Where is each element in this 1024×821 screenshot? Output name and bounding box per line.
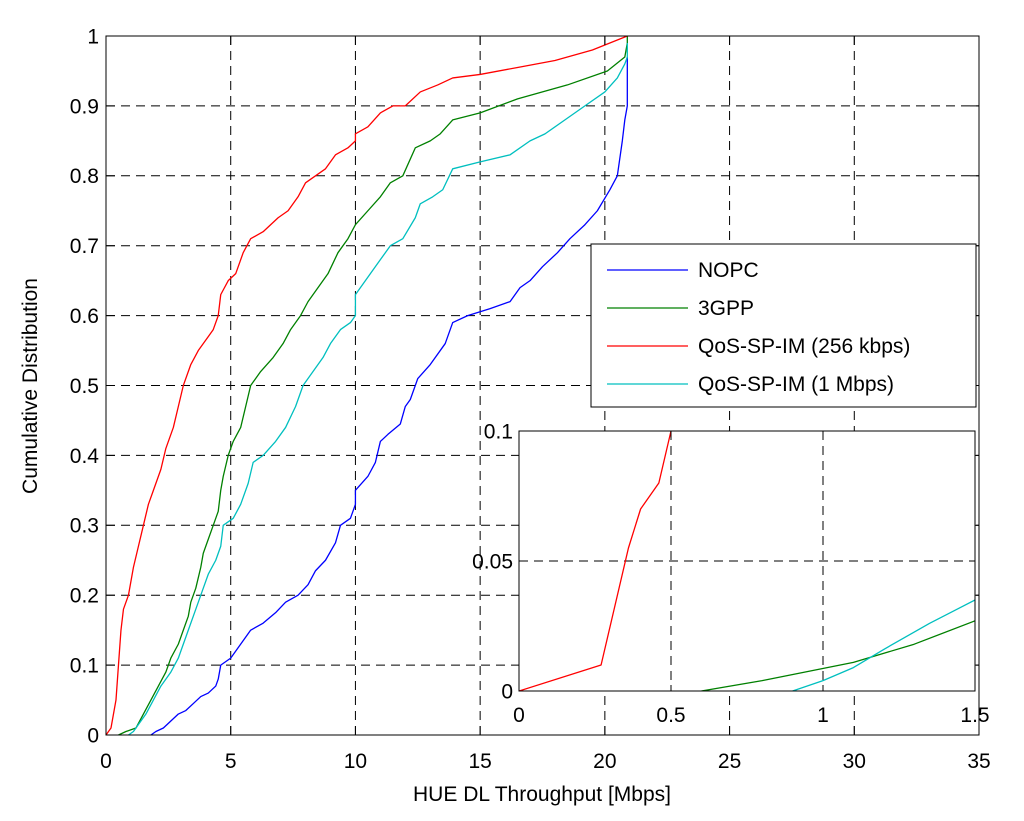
inset-y-tick-label: 0.05 [472,550,513,573]
inset-grid [519,431,975,691]
inset-series-line-3gpp [701,620,975,691]
inset-x-tick-label: 1.5 [960,704,989,727]
main-series-group [106,36,628,735]
inset-x-tick-label: 0 [513,704,525,727]
main-y-tick-label: 0.5 [70,375,99,398]
inset-axes: 0 0.5 1 1.5 0 0.05 0.1 [472,420,989,727]
main-y-tick-label: 0.1 [70,654,99,677]
inset-y-tick-label: 0 [501,680,513,703]
main-series-line-qos-sp-im-256-kbps [106,36,628,735]
main-x-tick-label: 15 [468,750,491,773]
main-y-tick-label: 0.8 [70,165,99,188]
main-x-tick-label: 10 [344,750,367,773]
main-y-tick-label: 0.6 [70,305,99,328]
legend-label-qos-sp-im-256-kbps: QoS-SP-IM (256 kbps) [698,335,910,358]
legend-label-qos-sp-im-1-mbps: QoS-SP-IM (1 Mbps) [698,373,894,396]
inset-series-group [519,431,975,691]
main-y-tick-label: 0.9 [70,95,99,118]
main-x-tick-label: 35 [967,750,990,773]
main-x-tick-label: 30 [843,750,866,773]
legend: NOPC 3GPP QoS-SP-IM (256 kbps) QoS-SP-IM (1… [590,243,977,408]
inset-ticks: 0 0.5 1 1.5 0 0.05 0.1 [472,420,989,727]
main-series-line-qos-sp-im-1-mbps [128,42,628,735]
inset-x-tick-label: 0.5 [656,704,685,727]
main-x-tick-label: 25 [718,750,741,773]
inset-y-tick-label: 0.1 [484,420,513,443]
main-y-tick-label: 0 [87,724,99,747]
main-x-tick-label: 5 [225,750,237,773]
main-series-line-3gpp [118,36,628,735]
legend-label-nopc: NOPC [698,259,759,282]
main-series-line-nopc [150,56,628,735]
main-y-tick-label: 0.4 [70,445,100,468]
main-y-tick-label: 0.3 [70,515,99,538]
main-y-tick-label: 0.2 [70,585,99,608]
main-x-tick-label: 0 [100,750,112,773]
x-axis-label: HUE DL Throughput [Mbps] [413,783,671,806]
legend-label-3gpp: 3GPP [698,297,754,320]
main-y-tick-label: 0.7 [70,235,99,258]
inset-series-line-qos-sp-im-1-mbps [792,599,975,691]
inset-series-line-qos-sp-im-256-kbps [519,431,672,691]
y-axis-label: Cumulative Distribution [19,278,42,494]
main-y-tick-label: 1 [87,25,99,48]
main-ticks: 0 5 10 15 20 25 30 3500.10.20.30.40.50.60.70.80… [70,25,991,773]
main-x-tick-label: 20 [593,750,616,773]
legend-box [590,243,977,408]
inset-x-tick-label: 1 [817,704,829,727]
